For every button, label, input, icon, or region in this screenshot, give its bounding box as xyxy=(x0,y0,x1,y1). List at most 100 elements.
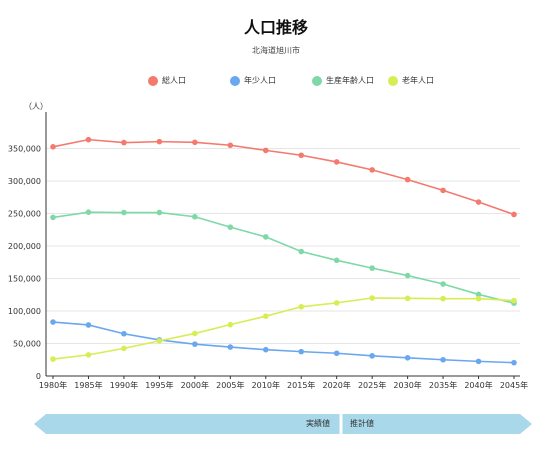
x-tick-label: 1990年 xyxy=(110,380,138,390)
data-point xyxy=(50,214,56,221)
x-tick-label: 2000年 xyxy=(181,380,209,390)
data-point xyxy=(50,356,56,362)
period-label-actual: 実績値 xyxy=(306,419,330,428)
data-point xyxy=(369,265,375,271)
data-point xyxy=(85,136,92,143)
data-point xyxy=(227,142,234,149)
data-point xyxy=(369,295,375,301)
chart-subtitle: 北海道旭川市 xyxy=(252,46,300,55)
data-point xyxy=(227,321,234,328)
data-point xyxy=(298,348,305,355)
x-tick-label: 1995年 xyxy=(145,380,173,390)
data-point xyxy=(121,330,127,337)
data-point xyxy=(121,209,127,216)
y-tick-label: 50,000 xyxy=(13,340,41,349)
data-point xyxy=(262,147,269,154)
x-tick-label: 2015年 xyxy=(287,380,315,390)
legend-dot-total xyxy=(148,75,158,86)
x-tick-label: 2030年 xyxy=(393,380,421,390)
data-point xyxy=(262,234,269,240)
period-label-projected: 推計値 xyxy=(350,419,374,428)
data-point xyxy=(227,344,234,350)
data-point xyxy=(192,330,198,337)
chart-title: 人口推移 xyxy=(243,18,308,37)
data-point xyxy=(156,138,163,145)
data-point xyxy=(156,209,163,216)
legend-label-total: 総人口 xyxy=(162,76,186,85)
data-point xyxy=(262,346,269,353)
series-line-2 xyxy=(52,211,515,304)
x-tick-label: 1985年 xyxy=(74,380,102,390)
legend-item-total[interactable]: 総人口 xyxy=(148,75,186,86)
legend-label-youth: 年少人口 xyxy=(244,76,276,85)
data-point xyxy=(192,213,198,220)
x-tick-label: 2020年 xyxy=(323,380,351,390)
data-point xyxy=(156,338,163,344)
data-point xyxy=(404,176,411,183)
data-point xyxy=(85,322,92,328)
x-tick-label: 1980年 xyxy=(39,380,67,390)
data-point xyxy=(121,139,127,146)
data-point xyxy=(121,345,127,352)
y-tick-label: 100,000 xyxy=(8,307,41,316)
legend-item-youth[interactable]: 年少人口 xyxy=(230,75,276,86)
legend-label-working: 生産年齢人口 xyxy=(326,76,374,85)
data-point xyxy=(511,211,517,218)
data-point xyxy=(404,272,411,279)
legend-dot-elderly xyxy=(388,75,398,86)
legend-dot-youth xyxy=(230,75,240,86)
data-point xyxy=(298,303,305,310)
data-point xyxy=(440,187,446,194)
y-tick-label: 350,000 xyxy=(8,145,41,154)
legend-label-elderly: 老年人口 xyxy=(402,76,434,85)
data-point xyxy=(85,209,92,215)
legend: 総人口 年少人口 生産年齢人口 老年人口 xyxy=(0,75,552,91)
y-tick-label: 250,000 xyxy=(8,210,41,219)
data-point xyxy=(475,199,482,205)
data-point xyxy=(475,295,482,302)
x-tick-label: 2045年 xyxy=(500,380,528,390)
data-point xyxy=(475,291,482,298)
data-point xyxy=(50,143,56,150)
y-tick-label: 200,000 xyxy=(8,242,41,251)
data-point xyxy=(333,350,340,357)
data-point xyxy=(404,295,411,302)
x-tick-label: 2005年 xyxy=(216,380,244,390)
series-line-0 xyxy=(52,138,515,216)
data-point xyxy=(192,341,198,347)
data-point xyxy=(404,355,411,361)
data-point xyxy=(440,281,446,287)
legend-dot-working xyxy=(312,75,322,86)
data-point xyxy=(50,319,56,325)
y-tick-label: 300,000 xyxy=(8,177,41,186)
series-line-1 xyxy=(52,321,515,364)
x-tick-label: 2035年 xyxy=(429,380,457,390)
data-point xyxy=(440,295,446,302)
data-point xyxy=(511,297,517,304)
data-point xyxy=(475,358,482,365)
data-point xyxy=(369,353,375,359)
period-arrow-band xyxy=(34,414,532,434)
data-point xyxy=(227,224,234,230)
data-point xyxy=(333,257,340,264)
y-tick-label: 0 xyxy=(36,372,41,381)
x-tick-label: 2040年 xyxy=(464,380,492,390)
series-line-3 xyxy=(52,297,515,360)
y-axis-unit-label: （人） xyxy=(24,102,48,111)
legend-item-working[interactable]: 生産年齢人口 xyxy=(312,75,374,86)
data-point xyxy=(511,359,517,366)
data-point xyxy=(369,167,375,173)
data-point xyxy=(262,313,269,320)
legend-item-elderly[interactable]: 老年人口 xyxy=(388,75,434,86)
data-point xyxy=(192,139,198,146)
data-point xyxy=(333,159,340,165)
data-point xyxy=(333,300,340,306)
data-point xyxy=(298,152,305,159)
x-tick-label: 2010年 xyxy=(252,380,280,390)
x-tick-label: 2025年 xyxy=(358,380,386,390)
y-tick-label: 150,000 xyxy=(8,275,41,284)
data-point xyxy=(440,356,446,363)
data-point xyxy=(85,352,92,358)
